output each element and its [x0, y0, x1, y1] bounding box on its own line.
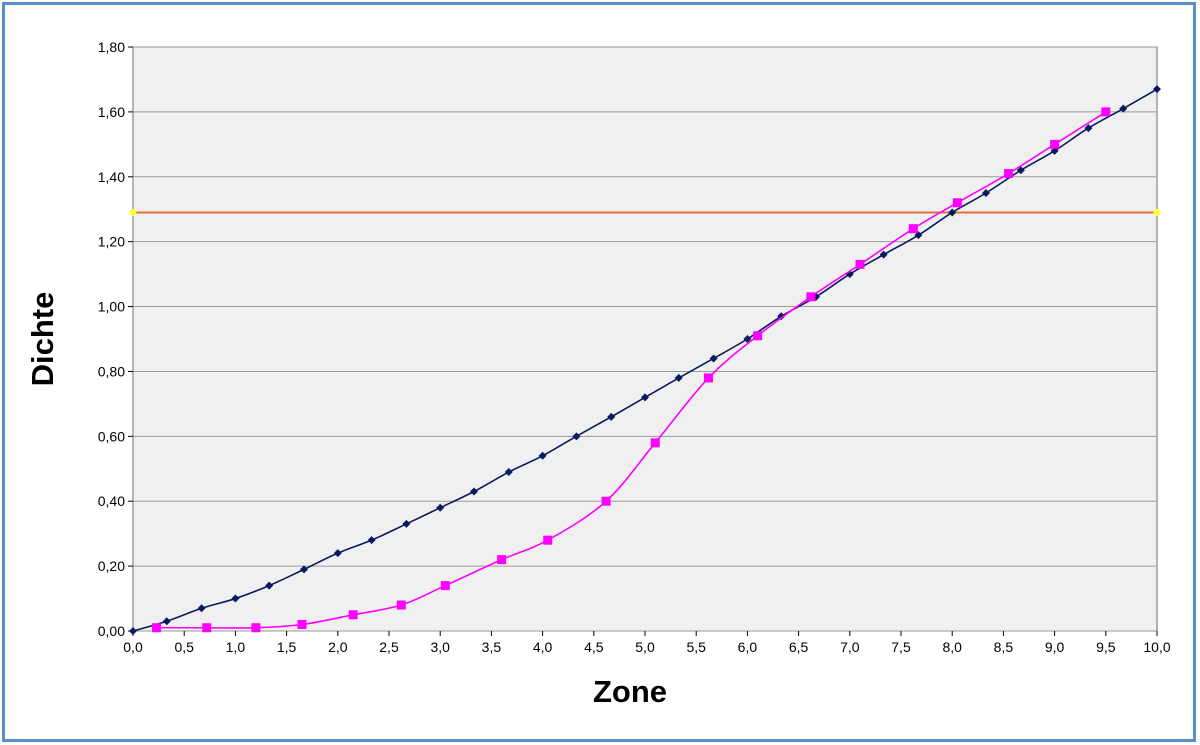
plot-area: [132, 46, 1158, 632]
y-tick-label: 0,20: [98, 558, 125, 574]
x-tick-label: 9,5: [1096, 639, 1116, 655]
data-point: [1050, 139, 1060, 149]
x-tick-label: 5,5: [686, 639, 706, 655]
data-point: [607, 412, 616, 421]
data-point: [806, 292, 816, 302]
y-tick-label: 0,80: [98, 363, 125, 379]
x-tick-label: 0,5: [174, 639, 194, 655]
data-point: [402, 519, 411, 528]
x-tick-label: 5,0: [635, 639, 655, 655]
data-point: [300, 565, 309, 574]
x-tick-label: 7,0: [840, 639, 860, 655]
data-point: [948, 208, 957, 217]
data-point: [504, 468, 513, 477]
data-point: [265, 581, 274, 590]
data-point: [709, 354, 718, 363]
x-tick-label: 4,5: [584, 639, 604, 655]
series-2-line: [156, 111, 1107, 629]
data-point: [497, 555, 507, 565]
data-point: [1084, 124, 1093, 133]
x-tick-label: 3,0: [430, 639, 450, 655]
y-tick-label: 1,40: [98, 169, 125, 185]
y-tick-label: 1,00: [98, 299, 125, 315]
data-point: [674, 373, 683, 382]
data-point: [1119, 104, 1128, 113]
y-axis-ticks: 0,00 0,20 0,40 0,60 0,80 1,00 1,20 1,40 1,60 1,80: [98, 39, 133, 639]
data-point: [152, 623, 162, 633]
data-point: [1004, 169, 1014, 179]
x-tick-label: 1,5: [277, 639, 297, 655]
data-point: [202, 623, 212, 633]
x-tick-label: 8,5: [994, 639, 1014, 655]
reference-line-group: [129, 208, 1161, 216]
data-point: [908, 224, 918, 234]
x-tick-label: 7,5: [891, 639, 911, 655]
x-tick-label: 6,5: [789, 639, 809, 655]
data-point: [469, 487, 478, 496]
data-point: [1101, 107, 1111, 117]
data-point: [641, 393, 649, 402]
x-axis-title: Zone: [593, 674, 667, 709]
x-tick-label: 8,0: [942, 639, 962, 655]
series-2: [152, 107, 1111, 633]
x-tick-label: 4,0: [533, 639, 553, 655]
data-point: [879, 250, 888, 259]
data-point: [297, 620, 307, 630]
data-point: [162, 617, 171, 626]
data-point: [440, 581, 450, 591]
density-chart: 0,00 0,20 0,40 0,60 0,80 1,00 1,20 1,40 1,60 1,80…: [25, 39, 1171, 709]
data-point: [543, 535, 553, 545]
data-point: [855, 259, 865, 269]
data-point: [753, 331, 763, 341]
x-tick-label: 2,5: [379, 639, 399, 655]
x-tick-label: 2,0: [328, 639, 348, 655]
data-point: [777, 312, 786, 321]
data-point: [436, 503, 445, 512]
x-tick-label: 10,0: [1143, 639, 1170, 655]
data-point: [396, 600, 406, 610]
data-point: [333, 549, 342, 558]
y-axis-title: Dichte: [25, 292, 60, 387]
series-1: [129, 85, 1161, 635]
data-point: [129, 627, 137, 635]
x-tick-label: 9,0: [1045, 639, 1065, 655]
data-point: [231, 594, 240, 603]
data-point: [703, 373, 713, 383]
x-tick-label: 3,5: [482, 639, 502, 655]
data-point: [1016, 166, 1025, 175]
data-point: [743, 335, 752, 343]
y-tick-label: 0,00: [98, 623, 125, 639]
data-point: [251, 623, 261, 633]
reference-line-end-point: [1153, 208, 1161, 216]
x-axis-ticks: 0,0 0,5 1,0 1,5 2,0 2,5 3,0 3,5 4,0 4,5 5,0 5,5 6,0 6…: [123, 631, 1171, 655]
data-point: [572, 432, 581, 441]
y-tick-label: 0,40: [98, 493, 125, 509]
data-point: [952, 198, 962, 208]
y-tick-label: 1,80: [98, 39, 125, 55]
data-point: [197, 604, 206, 613]
y-tick-label: 1,60: [98, 104, 125, 120]
y-tick-label: 0,60: [98, 428, 125, 444]
data-point: [367, 536, 376, 545]
x-tick-label: 0,0: [123, 639, 143, 655]
reference-line-start-point: [129, 208, 137, 216]
series-group: [129, 85, 1161, 635]
y-tick-label: 1,20: [98, 234, 125, 250]
data-point: [1153, 85, 1161, 94]
x-tick-label: 1,0: [226, 639, 246, 655]
data-point: [650, 438, 660, 448]
data-point: [981, 189, 990, 197]
x-tick-label: 6,0: [738, 639, 758, 655]
data-point: [348, 610, 358, 620]
data-point: [538, 451, 547, 460]
data-point: [601, 496, 611, 506]
